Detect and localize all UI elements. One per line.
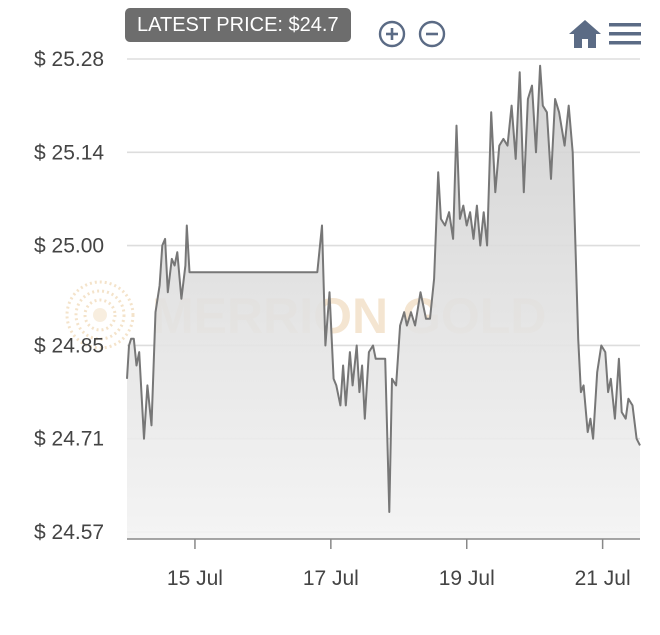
y-tick-label: $ 25.28 (34, 48, 104, 71)
x-tick-label: 17 Jul (303, 567, 359, 590)
x-tick-label: 21 Jul (575, 567, 631, 590)
reset-zoom-button[interactable] (567, 18, 603, 50)
plus-circle-icon (378, 20, 406, 48)
zoom-out-button[interactable] (417, 19, 447, 49)
y-tick-label: $ 24.57 (34, 521, 104, 544)
y-tick-label: $ 24.85 (34, 334, 104, 357)
x-axis: 15 Jul 17 Jul 19 Jul 21 Jul (127, 538, 640, 590)
y-tick-label: $ 25.00 (34, 235, 104, 258)
series-line (126, 64, 641, 513)
y-tick-label: $ 25.14 (34, 141, 104, 164)
hamburger-menu-icon (609, 23, 641, 45)
latest-price-badge: LATEST PRICE: $24.7 (125, 8, 351, 42)
minus-circle-icon (418, 20, 446, 48)
series-area (127, 65, 640, 539)
chart-menu-button[interactable] (608, 20, 642, 48)
series-0 (126, 64, 641, 539)
y-axis: $ 25.28 $ 25.14 $ 25.00 $ 24.85 $ 24.71 $ 24.… (34, 48, 104, 544)
zoom-in-button[interactable] (377, 19, 407, 49)
y-tick-label: $ 24.71 (34, 428, 104, 451)
x-tick-label: 15 Jul (167, 567, 223, 590)
home-icon (569, 20, 601, 48)
x-tick-label: 19 Jul (439, 567, 495, 590)
watermark-logo-icon (65, 280, 135, 350)
